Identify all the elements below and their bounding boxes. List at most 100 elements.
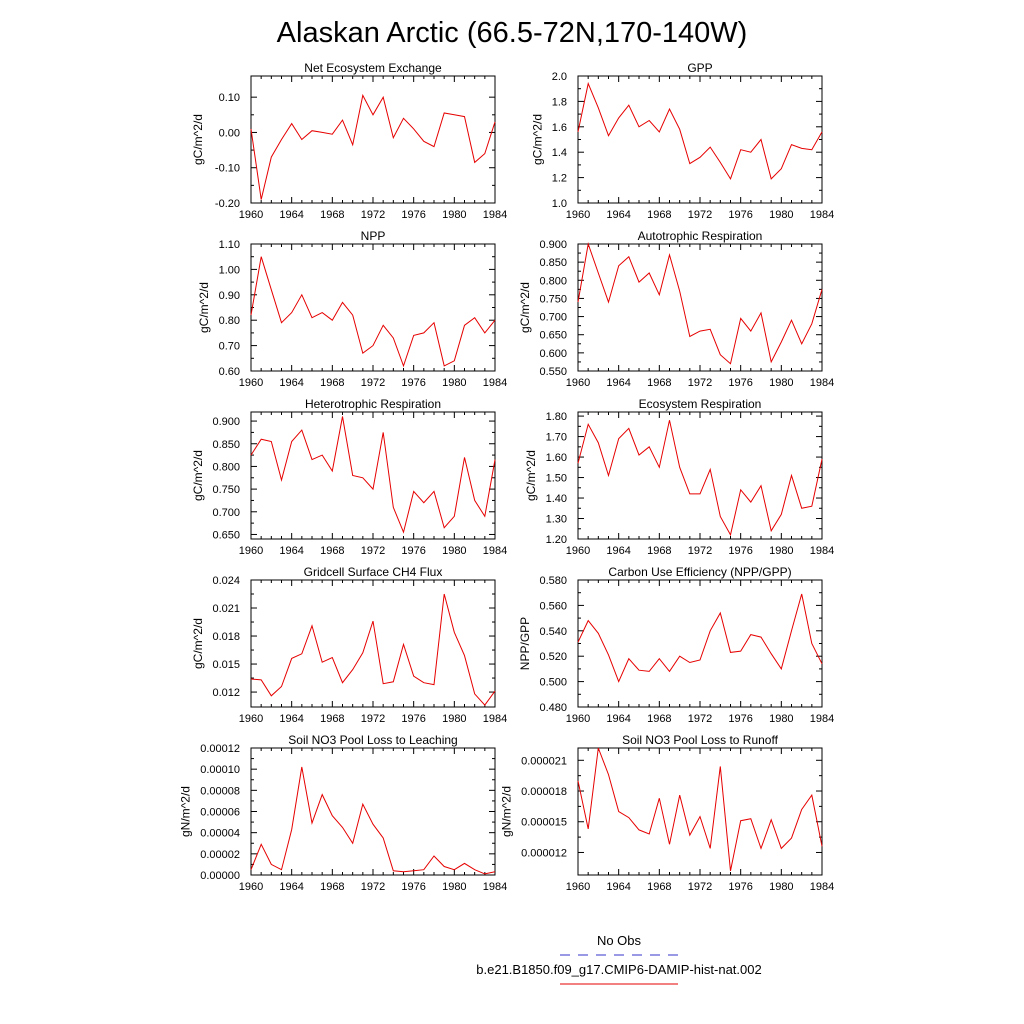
y-tick-label: 1.50 — [546, 473, 567, 485]
x-tick-label: 1976 — [401, 209, 425, 221]
y-tick-label: 1.4 — [552, 147, 567, 159]
plot-frame — [250, 411, 496, 540]
y-tick-label: 0.00002 — [200, 849, 240, 861]
y-tick-label: 0.520 — [539, 651, 567, 663]
y-tick-label: 0.00006 — [200, 807, 240, 819]
y-tick-label: 0.650 — [539, 330, 567, 342]
x-tick-label: 1964 — [279, 209, 303, 221]
x-tick-label: 1960 — [239, 881, 263, 893]
x-tick-label: 1968 — [320, 377, 344, 389]
y-tick-label: 1.0 — [552, 198, 567, 210]
x-tick-label: 1976 — [728, 713, 752, 725]
series-line — [250, 593, 496, 706]
y-tick-label: 0.600 — [539, 348, 567, 360]
x-tick-label: 1968 — [647, 209, 671, 221]
x-tick-label: 1972 — [688, 881, 712, 893]
x-tick-label: 1960 — [566, 881, 590, 893]
x-tick-label: 1972 — [688, 545, 712, 557]
x-tick-label: 1964 — [606, 377, 630, 389]
panel-title: Soil NO3 Pool Loss to Leaching — [288, 733, 457, 747]
x-tick-label: 1972 — [688, 713, 712, 725]
x-tick-label: 1972 — [361, 209, 385, 221]
y-tick-label: 0.000015 — [521, 817, 567, 829]
plot-frame — [577, 243, 823, 372]
y-tick-label: -0.10 — [215, 163, 240, 175]
x-tick-label: 1976 — [728, 377, 752, 389]
x-tick-label: 1980 — [442, 881, 466, 893]
panel-title: Ecosystem Respiration — [639, 397, 762, 411]
y-tick-label: 0.700 — [539, 312, 567, 324]
x-tick-label: 1964 — [606, 545, 630, 557]
panel-0: Net Ecosystem Exchange 1960 1964 1968 1972 19… — [191, 61, 507, 221]
y-tick-label: 1.80 — [546, 411, 567, 423]
x-tick-label: 1960 — [566, 377, 590, 389]
y-tick-label: 0.700 — [212, 507, 240, 519]
y-tick-label: 0.650 — [212, 529, 240, 541]
x-tick-label: 1980 — [769, 209, 793, 221]
plot-frame — [577, 747, 823, 876]
x-tick-label: 1980 — [769, 881, 793, 893]
y-tick-label: 0.000012 — [521, 847, 567, 859]
x-tick-label: 1972 — [361, 713, 385, 725]
plot-frame — [577, 579, 823, 708]
x-tick-label: 1972 — [688, 209, 712, 221]
y-tick-label: 0.80 — [219, 315, 240, 327]
y-tick-label: 0.00008 — [200, 785, 240, 797]
y-tick-label: 0.024 — [212, 575, 240, 587]
y-axis-label: gC/m^2/d — [197, 282, 211, 333]
figure-title: Alaskan Arctic (66.5-72N,170-140W) — [277, 17, 748, 49]
panel-6: Gridcell Surface CH4 Flux 1960 1964 1968 197… — [191, 565, 507, 725]
panel-title: Soil NO3 Pool Loss to Runoff — [622, 733, 779, 747]
y-axis-label: gC/m^2/d — [518, 282, 532, 333]
panel-1: GPP 1960 1964 1968 1972 1976 1980 1984 1.0 1.2 1.4… — [530, 61, 834, 221]
series-line — [250, 93, 496, 200]
x-tick-label: 1984 — [483, 377, 507, 389]
x-tick-label: 1968 — [320, 881, 344, 893]
y-tick-label: 0.10 — [219, 92, 240, 104]
series-line — [250, 256, 496, 368]
x-tick-label: 1964 — [606, 881, 630, 893]
series-line — [577, 420, 823, 537]
panel-2: NPP 1960 1964 1968 1972 1976 1980 1984 0.60 0.70 0… — [197, 229, 507, 389]
x-tick-label: 1960 — [239, 377, 263, 389]
x-tick-label: 1960 — [566, 209, 590, 221]
x-tick-label: 1984 — [483, 209, 507, 221]
series-line — [577, 81, 823, 181]
x-tick-label: 1960 — [239, 545, 263, 557]
x-tick-label: 1976 — [401, 881, 425, 893]
x-tick-label: 1964 — [279, 881, 303, 893]
plot-frame — [577, 75, 823, 204]
y-axis-label: gC/m^2/d — [191, 450, 205, 501]
x-tick-label: 1984 — [810, 545, 834, 557]
x-tick-label: 1972 — [361, 377, 385, 389]
series-line — [250, 416, 496, 534]
series-line — [250, 766, 496, 875]
x-tick-label: 1980 — [769, 377, 793, 389]
x-tick-label: 1984 — [810, 377, 834, 389]
y-tick-label: 1.20 — [546, 534, 567, 546]
plot-frame — [250, 747, 496, 876]
y-tick-label: 0.012 — [212, 687, 240, 699]
series-line — [577, 747, 823, 871]
y-tick-label: -0.20 — [215, 198, 240, 210]
y-tick-label: 0.90 — [219, 290, 240, 302]
y-tick-label: 0.750 — [212, 484, 240, 496]
x-tick-label: 1984 — [483, 545, 507, 557]
panel-title: Net Ecosystem Exchange — [304, 61, 442, 75]
y-tick-label: 1.60 — [546, 452, 567, 464]
y-axis-label: gC/m^2/d — [524, 450, 538, 501]
y-tick-label: 0.00010 — [200, 764, 240, 776]
legend-model-label: b.e21.B1850.f09_g17.CMIP6-DAMIP-hist-nat… — [476, 962, 761, 977]
panels-group: Net Ecosystem Exchange 1960 1964 1968 1972 19… — [179, 61, 835, 893]
y-tick-label: 1.10 — [219, 239, 240, 251]
y-tick-label: 0.021 — [212, 603, 240, 615]
x-tick-label: 1968 — [647, 377, 671, 389]
x-tick-label: 1964 — [279, 377, 303, 389]
y-tick-label: 1.40 — [546, 493, 567, 505]
y-tick-label: 0.540 — [539, 626, 567, 638]
x-tick-label: 1972 — [361, 545, 385, 557]
series-line — [577, 242, 823, 365]
y-tick-label: 1.30 — [546, 514, 567, 526]
panel-title: GPP — [687, 61, 712, 75]
x-tick-label: 1960 — [566, 545, 590, 557]
